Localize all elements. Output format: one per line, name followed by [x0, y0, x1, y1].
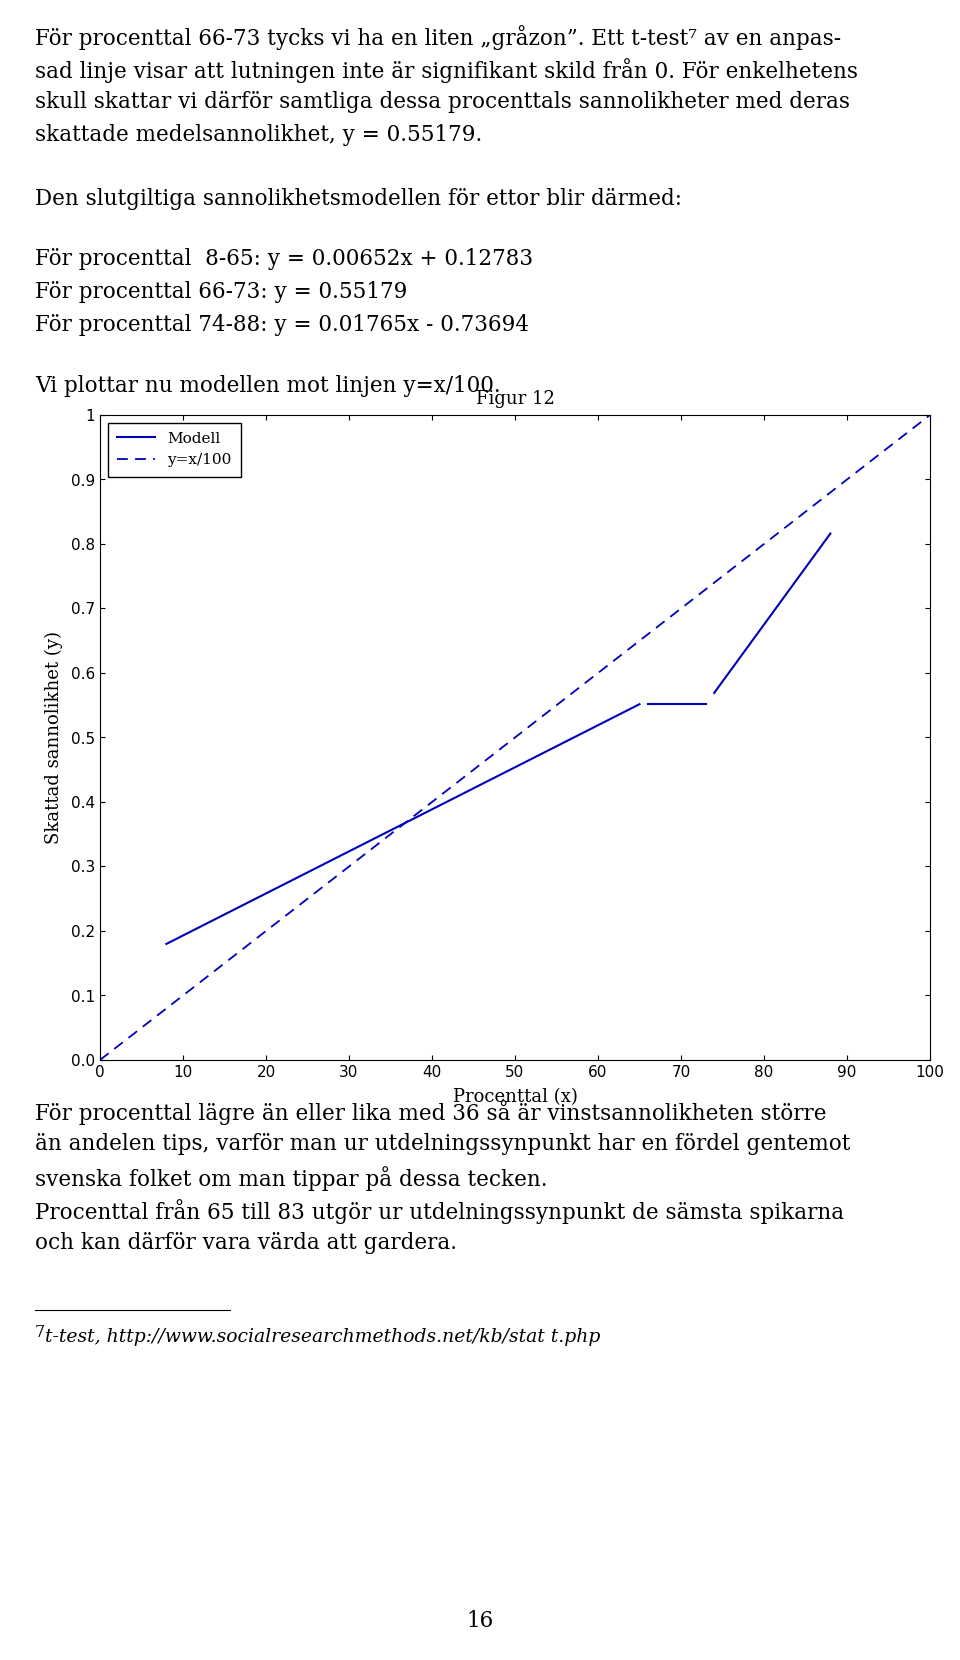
Text: 16: 16	[467, 1610, 493, 1632]
X-axis label: Procenttal (x): Procenttal (x)	[452, 1089, 577, 1106]
Legend: Modell, y=x/100: Modell, y=x/100	[108, 423, 241, 476]
Text: Procenttal från 65 till 83 utgör ur utdelningssynpunkt de sämsta spikarna: Procenttal från 65 till 83 utgör ur utde…	[35, 1199, 844, 1223]
Text: 7: 7	[35, 1325, 45, 1341]
Text: Vi plottar nu modellen mot linjen y=x/100.: Vi plottar nu modellen mot linjen y=x/10…	[35, 375, 500, 397]
Text: För procenttal 66-73 tycks vi ha en liten „gråzon”. Ett t-test⁷ av en anpas-: För procenttal 66-73 tycks vi ha en lite…	[35, 25, 841, 50]
Title: Figur 12: Figur 12	[475, 390, 555, 408]
Text: För procenttal lägre än eller lika med 36 så är vinstsannolikheten större: För procenttal lägre än eller lika med 3…	[35, 1101, 827, 1125]
Text: Den slutgiltiga sannolikhetsmodellen för ettor blir därmed:: Den slutgiltiga sannolikhetsmodellen för…	[35, 188, 682, 211]
Y-axis label: Skattad sannolikhet (y): Skattad sannolikhet (y)	[44, 631, 62, 843]
Text: än andelen tips, varför man ur utdelningssynpunkt har en fördel gentemot: än andelen tips, varför man ur utdelning…	[35, 1134, 851, 1155]
Text: sad linje visar att lutningen inte är signifikant skild från 0. För enkelhetens: sad linje visar att lutningen inte är si…	[35, 58, 858, 83]
Text: För procenttal 66-73: y = 0.55179: För procenttal 66-73: y = 0.55179	[35, 281, 407, 304]
Text: För procenttal 74-88: y = 0.01765x - 0.73694: För procenttal 74-88: y = 0.01765x - 0.7…	[35, 314, 529, 335]
Text: t-test, http://www.socialresearchmethods.net/kb/stat t.php: t-test, http://www.socialresearchmethods…	[45, 1328, 600, 1346]
Text: För procenttal  8-65: y = 0.00652x + 0.12783: För procenttal 8-65: y = 0.00652x + 0.12…	[35, 247, 533, 271]
Text: skull skattar vi därför samtliga dessa procenttals sannolikheter med deras: skull skattar vi därför samtliga dessa p…	[35, 91, 850, 113]
Text: skattade medelsannolikhet, y = 0.55179.: skattade medelsannolikhet, y = 0.55179.	[35, 124, 482, 146]
Text: svenska folket om man tippar på dessa tecken.: svenska folket om man tippar på dessa te…	[35, 1165, 547, 1190]
Text: och kan därför vara värda att gardera.: och kan därför vara värda att gardera.	[35, 1232, 457, 1253]
